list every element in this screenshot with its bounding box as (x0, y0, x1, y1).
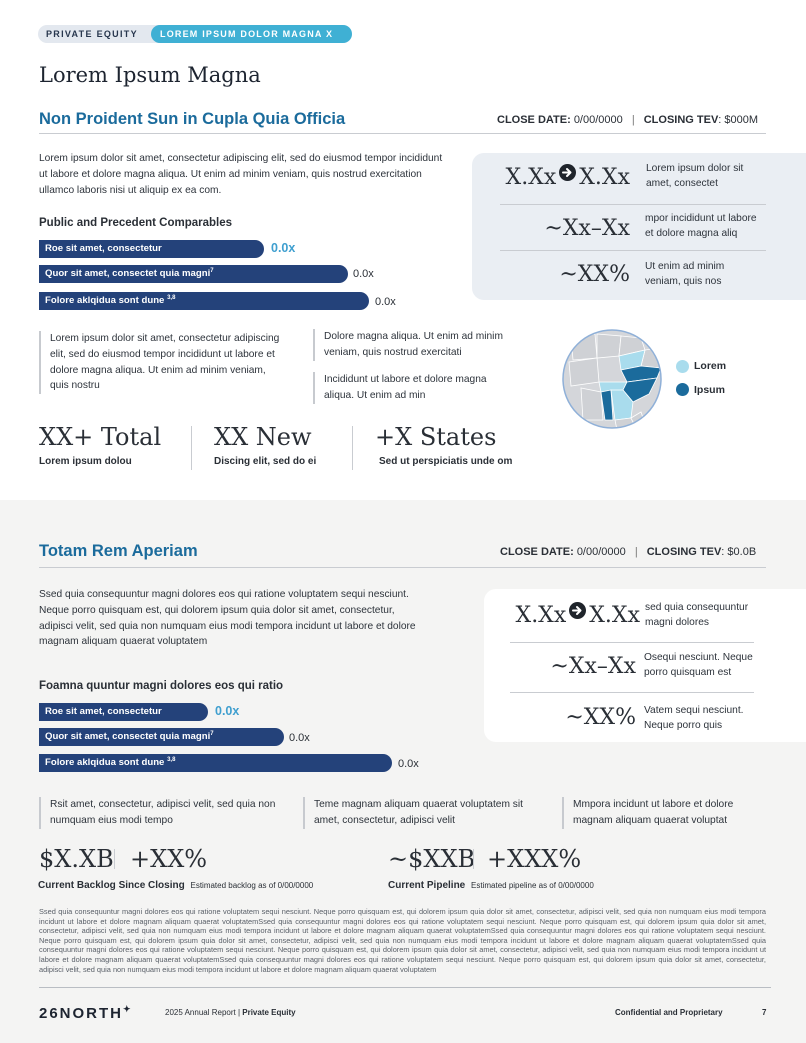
tev-value: : $0.0B (721, 546, 757, 558)
stat-rule (510, 692, 754, 693)
bar-comparable-2: Quor sit amet, consectet quia magni7 (39, 265, 348, 283)
page-title: Lorem Ipsum Magna (39, 63, 261, 87)
pipeline-caption: Estimated pipeline as of 0/00/0000 (471, 881, 594, 890)
logo-star-icon: ✦ (123, 1004, 131, 1014)
arrow-right-icon (559, 164, 577, 181)
meta-separator: | (631, 114, 635, 126)
close-date-value: 0/00/0000 (576, 546, 626, 558)
close-date-label: CLOSE DATE: (500, 546, 574, 558)
stat-desc-2: Osequi nesciunt. Neque porro quisquam es… (644, 652, 753, 678)
section2-intro: Ssed quia consequuntur magni dolores eos… (39, 589, 416, 648)
legend-swatch-ipsum (676, 383, 689, 396)
arrow-right-icon (569, 602, 587, 619)
stat-card-2 (484, 589, 806, 742)
stat-rule (510, 642, 754, 643)
bar-ratio-1: Roe sit amet, consectetur (39, 703, 208, 721)
tag-secondary: LOREM IPSUM DOLOR MAGNA X (151, 25, 352, 43)
southeast-us-map (562, 329, 662, 429)
backlog-label: Current Backlog Since Closing Estimated … (38, 880, 314, 891)
stat-desc-1: Lorem ipsum dolor sit amet, consectet (646, 163, 744, 189)
kpi-states: +X States (375, 423, 497, 451)
footer-logo: 26NORTH✦ (39, 1004, 131, 1022)
section1-title: Non Proident Sun in Cupla Quia Officia (39, 110, 346, 128)
section2-rule (39, 567, 766, 568)
bar-value-1: 0.0x (271, 241, 296, 255)
stat-percent: ~XX% (559, 262, 630, 287)
quote-2: Teme magnam aliquam quaerat voluptatem s… (303, 797, 543, 829)
fine-print: Ssed quia consequuntur magni dolores eos… (39, 907, 766, 974)
bar-comparable-1: Roe sit amet, consectetur (39, 240, 264, 258)
bar-ratio-value-3: 0.0x (398, 758, 419, 770)
kpi-total: XX+ Total (39, 423, 162, 451)
comparables-title: Public and Precedent Comparables (39, 217, 233, 229)
stat-range: ~Xx–Xx (550, 654, 636, 679)
section2-title: Totam Rem Aperiam (39, 542, 198, 560)
footer-report: 2025 Annual Report | Private Equity (165, 1008, 296, 1017)
stat-desc-3: Vatem sequi nesciunt. Neque porro quis (644, 705, 744, 731)
footer-rule (39, 987, 771, 988)
pipeline-growth: +XXX% (487, 845, 582, 873)
stat-card-1 (472, 153, 806, 300)
page-number: 7 (762, 1008, 767, 1017)
kpi-new: XX New (214, 423, 312, 451)
quote-mid-2: Incididunt ut labore et dolore magna ali… (313, 372, 488, 404)
backlog-caption: Estimated backlog as of 0/00/0000 (190, 881, 314, 890)
bar-ratio-value-1: 0.0x (215, 704, 240, 718)
stat-rule (500, 204, 766, 205)
stat-multiple-change: X.Xx X.Xx (505, 164, 630, 190)
tev-value: : $000M (718, 114, 759, 126)
pipeline-label: Current Pipeline Estimated pipeline as o… (388, 880, 594, 891)
kpi-divider (352, 426, 353, 470)
legend-label-ipsum: Ipsum (694, 384, 725, 396)
metric-divider (114, 849, 115, 869)
quote-mid-1: Dolore magna aliqua. Ut enim ad minim ve… (313, 329, 523, 361)
kpi-total-label: Lorem ipsum dolou (39, 456, 132, 467)
section1-meta: CLOSE DATE: 0/00/0000 | CLOSING TEV: $00… (497, 114, 758, 126)
tag-private-equity: PRIVATE EQUITY (46, 29, 138, 39)
metric-divider (473, 849, 474, 869)
bar-value-3: 0.0x (375, 296, 396, 308)
pipeline-value: ~$XXB (388, 845, 476, 873)
bar-value-2: 0.0x (353, 268, 374, 280)
backlog-growth: +XX% (130, 845, 208, 873)
kpi-divider (191, 426, 192, 470)
section1-rule (39, 133, 766, 134)
backlog-value: $X.XB (39, 845, 114, 873)
section1-intro: Lorem ipsum dolor sit amet, consectetur … (39, 153, 443, 196)
legend-label-lorem: Lorem (694, 360, 727, 372)
stat-desc-2: mpor incididunt ut labore et dolore magn… (645, 213, 757, 239)
bar-ratio-value-2: 0.0x (289, 732, 310, 744)
stat-desc-3: Ut enim ad minim veniam, quis nos (645, 261, 725, 287)
stat-range: ~Xx–Xx (544, 216, 630, 241)
ratio-title: Foamna quuntur magni dolores eos qui rat… (39, 680, 284, 692)
tev-label: CLOSING TEV (643, 114, 719, 126)
close-date-label: CLOSE DATE: (497, 114, 571, 126)
quote-1: Rsit amet, consectetur, adipisci velit, … (39, 797, 279, 829)
close-date-value: 0/00/0000 (573, 114, 623, 126)
kpi-new-label: Discing elit, sed do ei (214, 456, 317, 467)
kpi-states-label: Sed ut perspiciatis unde om (379, 456, 513, 467)
tev-label: CLOSING TEV (646, 546, 722, 558)
stat-percent: ~XX% (565, 705, 636, 730)
stat-desc-1: sed quia consequuntur magni dolores (645, 602, 749, 628)
stat-multiple-change: X.Xx X.Xx (515, 602, 640, 628)
footer-confidential: Confidential and Proprietary (615, 1008, 723, 1017)
section2-meta: CLOSE DATE: 0/00/0000 | CLOSING TEV: $0.… (500, 546, 756, 558)
bar-comparable-3: Folore aklqidua sont dune 3,8 (39, 292, 369, 310)
legend-swatch-lorem (676, 360, 689, 373)
quote-3: Mmpora incidunt ut labore et dolore magn… (562, 797, 762, 829)
bar-ratio-3: Folore aklqidua sont dune 3,8 (39, 754, 392, 772)
bar-ratio-2: Quor sit amet, consectet quia magni7 (39, 728, 284, 746)
quote-left: Lorem ipsum dolor sit amet, consectetur … (39, 331, 284, 395)
stat-rule (500, 250, 766, 251)
meta-separator: | (634, 546, 638, 558)
